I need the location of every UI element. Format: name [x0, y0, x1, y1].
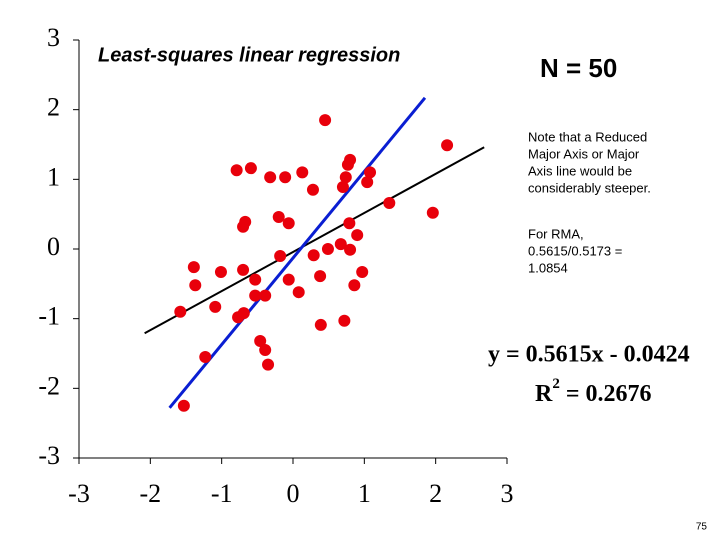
point [187, 261, 200, 274]
x-tick-label: 3 [501, 479, 514, 508]
point [262, 358, 275, 371]
point [319, 114, 332, 127]
point [338, 314, 351, 327]
point [237, 220, 250, 233]
n-label: N = 50 [540, 53, 617, 83]
y-tick-label: 1 [47, 162, 60, 191]
point [272, 210, 285, 223]
y-tick-label: 2 [47, 93, 60, 122]
point [343, 217, 356, 230]
rma-note-line: For RMA, [528, 226, 584, 241]
point [364, 166, 377, 179]
point [199, 350, 212, 363]
point [314, 318, 327, 331]
x-tick-label: 1 [358, 479, 371, 508]
point [282, 217, 295, 230]
point [344, 243, 357, 256]
point [174, 305, 187, 318]
point [209, 300, 222, 313]
point [339, 171, 352, 184]
rma-note-line: 0.5615/0.5173 = [528, 243, 622, 258]
note-line: Major Axis or Major [528, 146, 640, 161]
point [383, 197, 396, 210]
equation: y = 0.5615x - 0.0424 [488, 342, 690, 368]
point [341, 158, 354, 171]
point [296, 166, 309, 179]
point [356, 265, 369, 278]
point [334, 238, 347, 251]
page-number: 75 [696, 522, 708, 533]
rma-note-line: 1.0854 [528, 260, 568, 275]
note-line: Axis line would be [528, 163, 632, 178]
x-tick-label: 0 [287, 479, 300, 508]
point [307, 249, 320, 262]
y-tick-label: 3 [47, 23, 60, 52]
y-tick-label: -3 [38, 441, 60, 470]
point [232, 311, 245, 324]
point [321, 243, 334, 255]
r2-label: R2 = 0.2676 [535, 376, 652, 406]
point [237, 263, 250, 276]
point [259, 344, 272, 357]
note-line: Note that a Reduced [528, 129, 647, 144]
point [279, 171, 292, 184]
point [249, 289, 262, 302]
point [361, 176, 374, 189]
point [264, 171, 277, 184]
point [306, 183, 319, 196]
point [292, 286, 305, 299]
r2-rest: = 0.2676 [560, 381, 652, 407]
note-line: considerably steeper. [528, 180, 651, 195]
point [177, 399, 190, 412]
y-tick-label: 0 [47, 232, 60, 261]
point [441, 139, 454, 152]
point [244, 162, 257, 175]
point [230, 164, 243, 177]
point [189, 279, 202, 292]
x-tick-label: 2 [429, 479, 442, 508]
point [314, 270, 327, 283]
point [426, 206, 439, 219]
x-tick-label: -2 [139, 479, 161, 508]
x-tick-label: -3 [68, 479, 90, 508]
point [282, 273, 295, 286]
y-tick-label: -2 [38, 371, 60, 400]
point [249, 273, 262, 286]
r2-sup: 2 [552, 376, 560, 392]
x-tick-label: -1 [211, 479, 233, 508]
r2-base: R [535, 381, 553, 407]
point [336, 180, 349, 193]
point [274, 249, 287, 262]
point [254, 334, 267, 347]
point [351, 229, 364, 242]
chart-title: Least-squares linear regression [98, 44, 400, 66]
point [214, 265, 227, 278]
regression-line [168, 96, 427, 409]
regression-line [144, 146, 485, 335]
point [348, 279, 361, 292]
y-tick-label: -1 [38, 302, 60, 331]
point [259, 289, 272, 302]
